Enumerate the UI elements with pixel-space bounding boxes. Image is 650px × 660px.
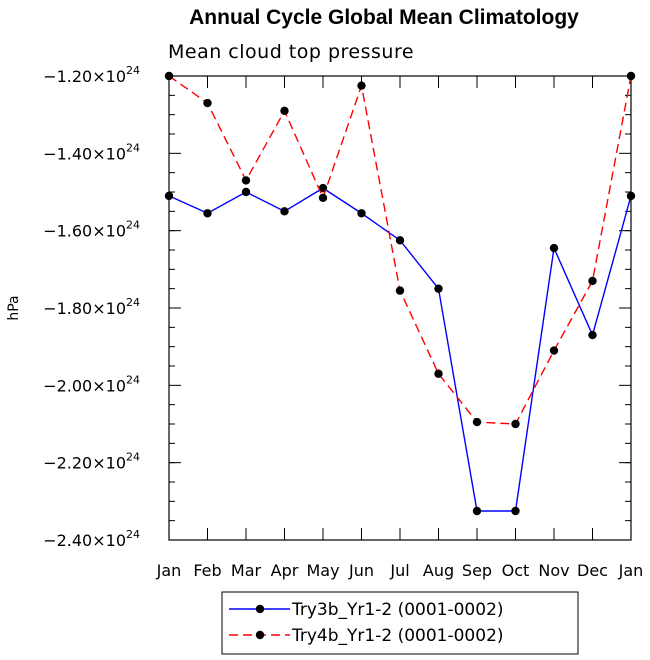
y-tick-label: −1.80×1024	[43, 296, 140, 318]
legend-box	[221, 591, 579, 655]
series-layer	[164, 71, 636, 516]
y-tick-label: −1.40×1024	[43, 141, 140, 163]
chart-subtitle: Mean cloud top pressure	[168, 41, 414, 63]
x-tick-label: Nov	[538, 561, 569, 580]
data-point	[588, 276, 597, 286]
data-point	[588, 330, 597, 340]
y-tick-label: −1.20×1024	[43, 64, 140, 86]
plot-frame	[168, 75, 632, 541]
data-point	[434, 369, 443, 378]
data-point	[549, 346, 559, 355]
x-tick-label: Feb	[193, 561, 221, 580]
y-tick-label: −2.20×1024	[43, 451, 140, 473]
data-point	[472, 506, 482, 516]
data-point	[626, 191, 636, 201]
legend-marker	[255, 630, 265, 640]
data-point	[241, 187, 251, 197]
y-tick-label: −2.00×1024	[43, 373, 140, 395]
data-point	[164, 71, 174, 81]
x-tick-label: Jan	[618, 561, 644, 580]
data-point	[511, 506, 520, 516]
x-tick-label: Jan	[156, 561, 182, 580]
x-tick-label: Sep	[462, 561, 492, 580]
legend-marker	[255, 604, 265, 614]
legend: Try3b_Yr1-2 (0001-0002) Try4b_Yr1-2 (0001…	[221, 591, 579, 655]
data-point	[203, 209, 212, 218]
data-point	[203, 98, 212, 108]
plot-border	[168, 75, 632, 541]
x-tick-label: Oct	[502, 561, 530, 580]
x-tick-label: Jul	[389, 561, 409, 580]
y-tick-label: −1.60×1024	[43, 219, 140, 241]
series-2	[164, 71, 636, 429]
legend-label: Try4b_Yr1-2 (0001-0002)	[291, 626, 504, 646]
data-point	[395, 286, 405, 295]
data-point	[164, 191, 174, 201]
legend-label: Try3b_Yr1-2 (0001-0002)	[291, 600, 504, 620]
series-line	[168, 75, 632, 425]
data-point	[241, 176, 251, 185]
data-point	[472, 417, 482, 427]
data-point	[357, 81, 366, 90]
x-tick-label: Aug	[423, 561, 454, 580]
data-point	[318, 193, 328, 202]
x-axis: Jan Feb Mar Apr May Jun Jul Aug Sep Oct Nov Dec Jan	[156, 76, 644, 580]
data-point	[357, 209, 366, 218]
data-point	[511, 419, 520, 429]
x-tick-label: Mar	[231, 561, 262, 580]
chart-title: Annual Cycle Global Mean Climatology	[189, 6, 579, 29]
data-point	[280, 106, 289, 116]
y-tick-label: −2.40×1024	[43, 528, 140, 550]
x-tick-label: Dec	[577, 561, 608, 580]
series-1	[164, 183, 636, 516]
x-tick-label: May	[306, 561, 339, 580]
x-tick-label: Apr	[271, 561, 299, 580]
data-point	[395, 236, 405, 245]
data-point	[434, 284, 443, 293]
data-point	[549, 243, 559, 253]
y-axis-label: hPa	[6, 295, 22, 320]
y-axis: −1.20×1024 −1.40×1024 −1.60×1024 −1.80×1024…	[43, 64, 631, 550]
data-point	[280, 207, 289, 216]
x-tick-label: Jun	[348, 561, 374, 580]
data-point	[626, 71, 636, 81]
